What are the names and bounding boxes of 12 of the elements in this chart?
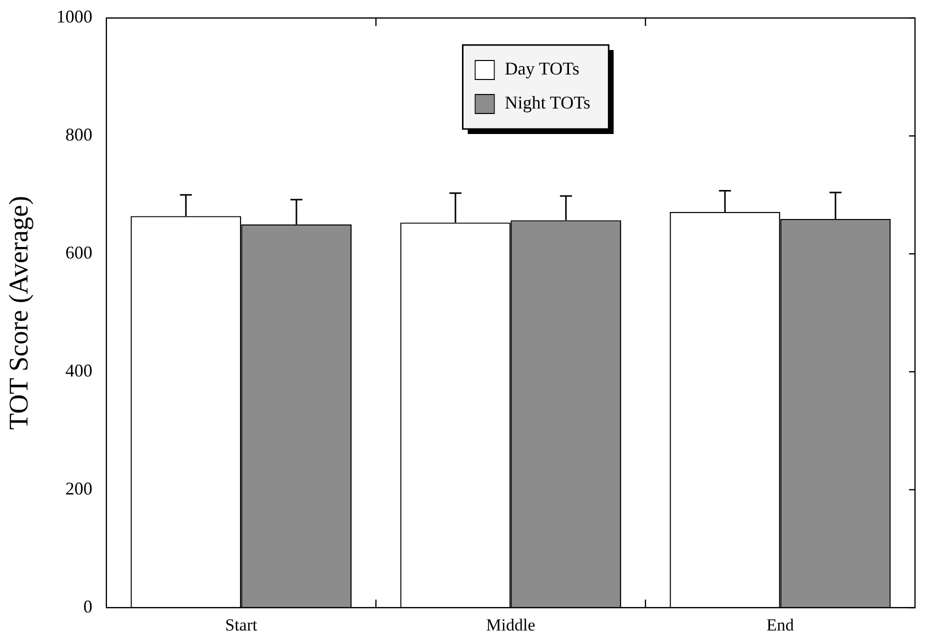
y-tick-label: 800 — [65, 124, 92, 145]
y-tick-label: 200 — [65, 478, 92, 498]
y-axis-title: TOT Score (Average) — [3, 196, 34, 430]
y-tick-label: 1000 — [56, 6, 92, 27]
x-tick-label: End — [766, 615, 794, 634]
x-tick-label: Middle — [486, 615, 536, 634]
y-tick-label: 400 — [65, 360, 92, 380]
y-tick-label: 0 — [83, 596, 92, 616]
legend-label: Night TOTs — [504, 92, 590, 113]
y-tick-label: 600 — [65, 242, 92, 263]
legend-label: Day TOTs — [504, 58, 580, 79]
x-tick-label: Start — [225, 615, 258, 634]
